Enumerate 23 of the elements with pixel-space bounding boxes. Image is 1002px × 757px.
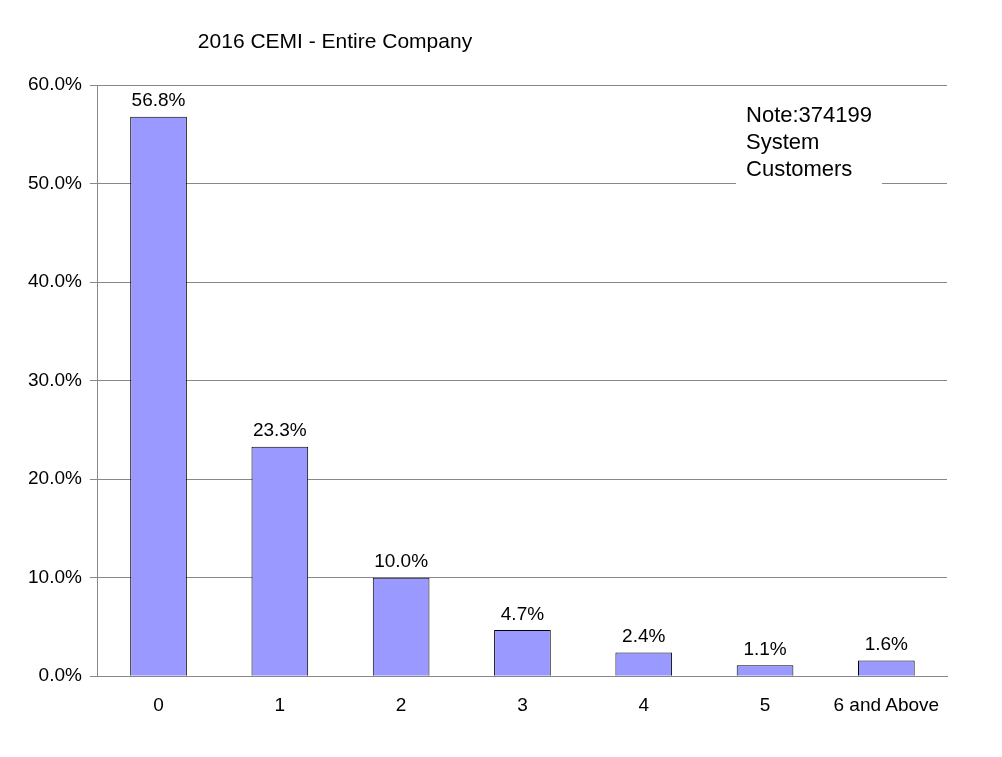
y-tick-label: 40.0%: [28, 270, 82, 292]
data-label: 2.4%: [622, 625, 666, 647]
y-tick-label: 30.0%: [28, 368, 82, 390]
y-tick-label: 0.0%: [38, 664, 82, 686]
x-tick-label: 0: [153, 693, 164, 715]
data-label: 4.7%: [500, 602, 545, 624]
data-label: 56.8%: [131, 89, 186, 111]
annotation: Note:374199 System Customers: [746, 102, 872, 182]
y-tick-label: 10.0%: [28, 565, 82, 587]
data-label: 1.6%: [864, 633, 909, 655]
x-tick-label: 2: [395, 693, 407, 715]
x-tick-label: 5: [759, 693, 771, 715]
data-label: 1.1%: [743, 638, 787, 660]
y-tick-label: 60.0%: [28, 73, 82, 95]
x-tick-label: 1: [274, 693, 286, 715]
data-label: 10.0%: [374, 550, 429, 572]
x-tick-label: 4: [638, 693, 650, 715]
y-tick-label: 50.0%: [28, 171, 82, 193]
x-tick-label: 3: [517, 693, 528, 715]
y-tick-label: 20.0%: [28, 467, 82, 489]
x-tick-label: 6 and Above: [833, 693, 940, 715]
chart-title: 2016 CEMI - Entire Company: [197, 29, 473, 53]
data-label: 23.3%: [252, 419, 307, 441]
